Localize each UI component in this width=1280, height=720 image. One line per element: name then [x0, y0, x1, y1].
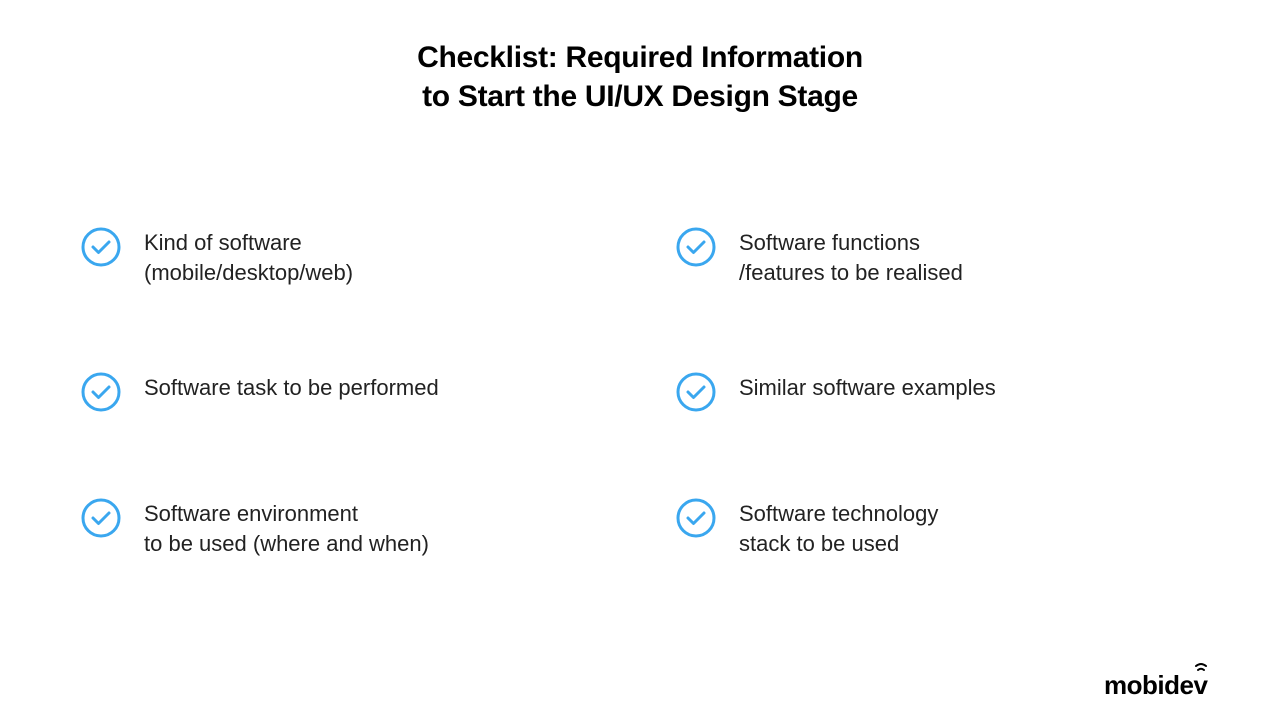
- checklist-grid: Kind of software (mobile/desktop/web) So…: [0, 224, 1280, 559]
- svg-text:mobidev: mobidev: [1104, 670, 1208, 700]
- checkmark-icon: [675, 497, 717, 539]
- item-text-line-1: Kind of software: [144, 228, 353, 258]
- title-line-1: Checklist: Required Information: [0, 38, 1280, 77]
- checklist-item: Software functions /features to be reali…: [675, 224, 1200, 287]
- item-text-line-1: Similar software examples: [739, 373, 996, 403]
- checkmark-icon: [80, 497, 122, 539]
- checklist-item-text: Software technology stack to be used: [739, 495, 938, 558]
- checklist-item: Similar software examples: [675, 369, 1200, 413]
- checklist-item-text: Similar software examples: [739, 369, 996, 403]
- checkmark-icon: [80, 226, 122, 268]
- item-text-line-1: Software task to be performed: [144, 373, 439, 403]
- item-text-line-2: /features to be realised: [739, 258, 963, 288]
- mobidev-logo: mobidev: [1104, 662, 1244, 702]
- title-container: Checklist: Required Information to Start…: [0, 0, 1280, 116]
- checklist-item-text: Kind of software (mobile/desktop/web): [144, 224, 353, 287]
- item-text-line-1: Software functions: [739, 228, 963, 258]
- checkmark-icon: [675, 371, 717, 413]
- checklist-item: Software environment to be used (where a…: [80, 495, 605, 558]
- item-text-line-1: Software technology: [739, 499, 938, 529]
- item-text-line-2: stack to be used: [739, 529, 938, 559]
- item-text-line-2: (mobile/desktop/web): [144, 258, 353, 288]
- checklist-item: Software task to be performed: [80, 369, 605, 413]
- checklist-item: Software technology stack to be used: [675, 495, 1200, 558]
- checklist-item-text: Software environment to be used (where a…: [144, 495, 429, 558]
- checkmark-icon: [675, 226, 717, 268]
- item-text-line-2: to be used (where and when): [144, 529, 429, 559]
- checklist-item: Kind of software (mobile/desktop/web): [80, 224, 605, 287]
- checklist-item-text: Software functions /features to be reali…: [739, 224, 963, 287]
- title-line-2: to Start the UI/UX Design Stage: [0, 77, 1280, 116]
- checklist-item-text: Software task to be performed: [144, 369, 439, 403]
- checkmark-icon: [80, 371, 122, 413]
- item-text-line-1: Software environment: [144, 499, 429, 529]
